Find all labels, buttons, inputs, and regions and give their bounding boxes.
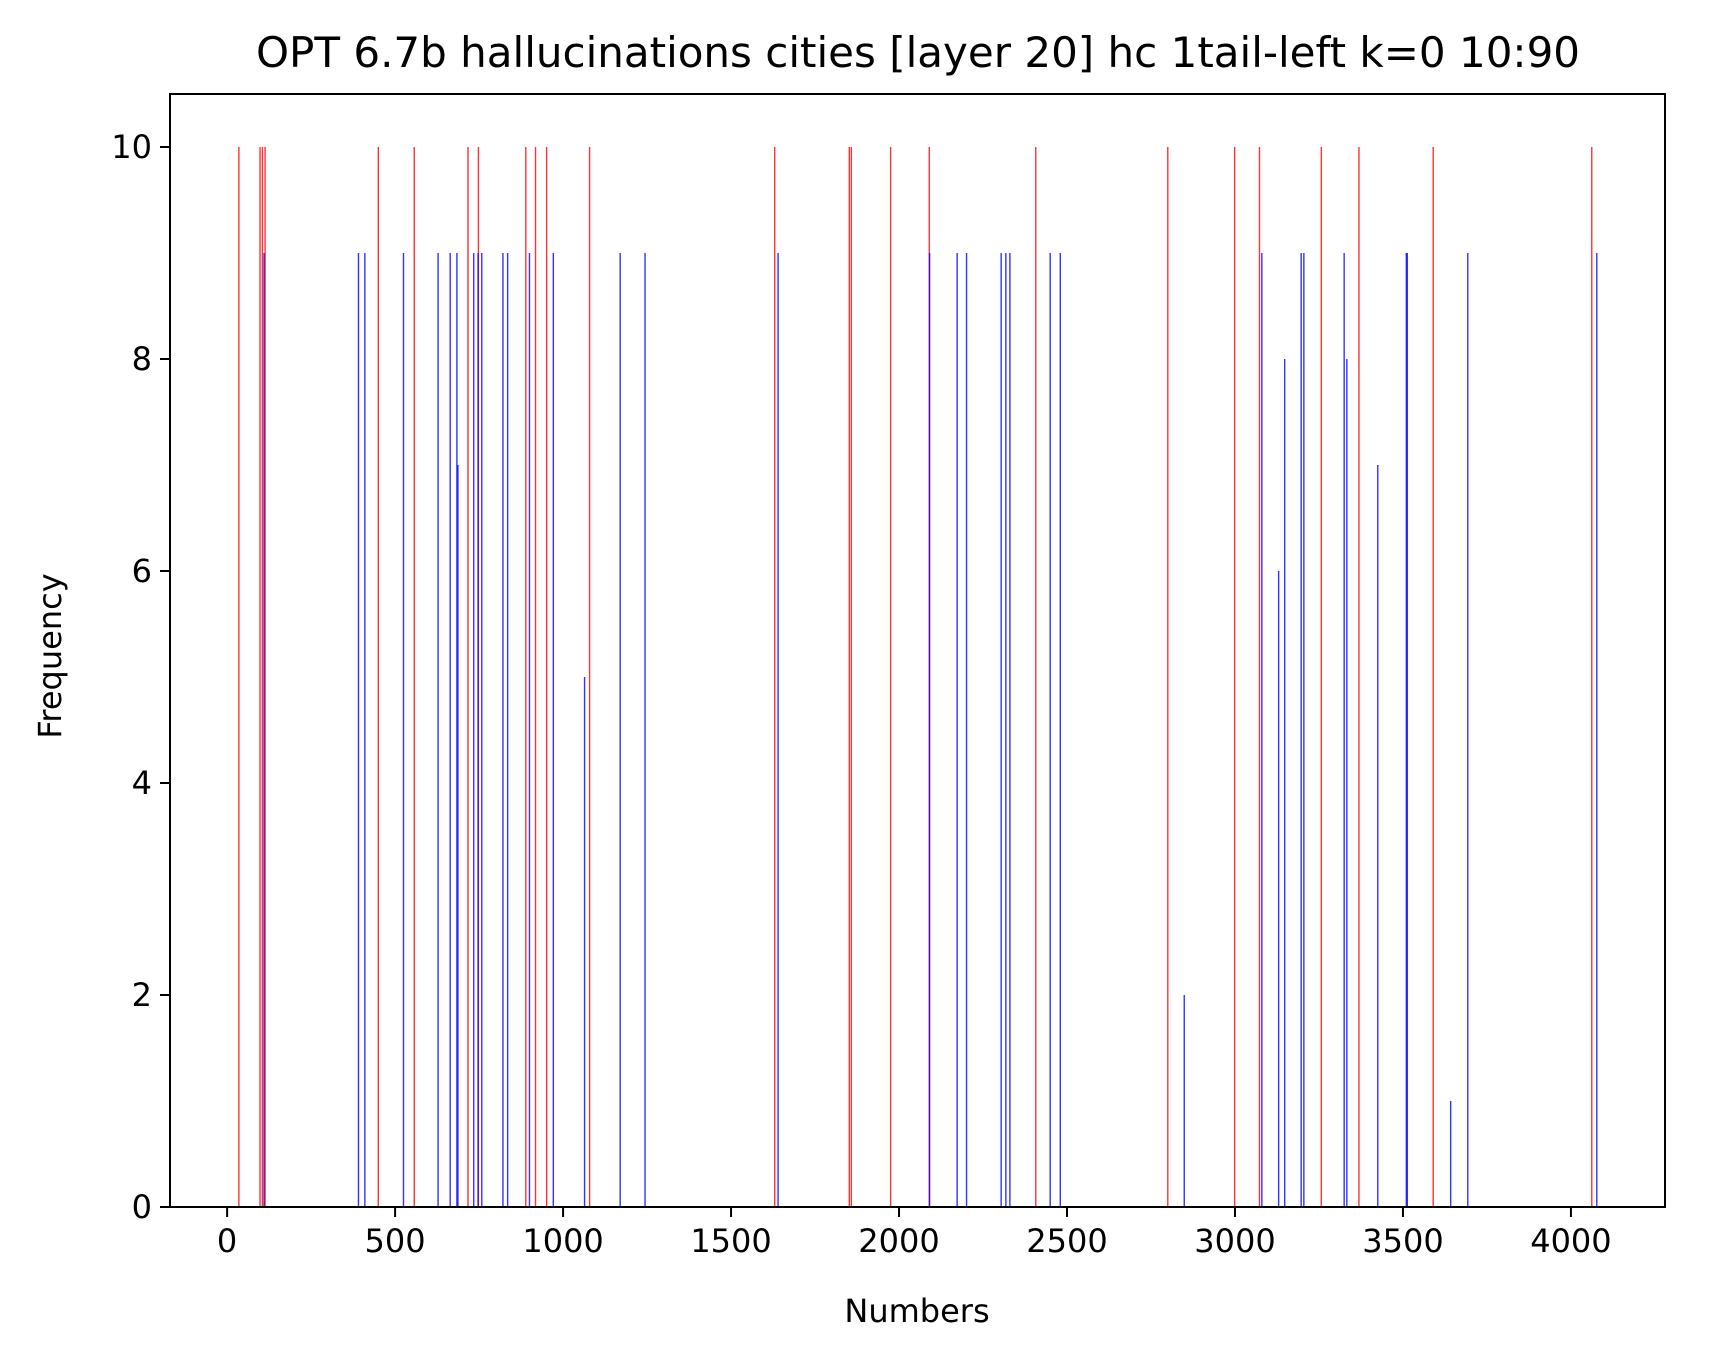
bar-series1-26	[1059, 253, 1061, 1207]
bar-series0-6	[467, 147, 469, 1207]
bar-series0-23	[1432, 147, 1434, 1207]
bar-series0-24	[1591, 147, 1593, 1207]
bar-series0-20	[1258, 147, 1261, 1207]
bar-series0-11	[588, 147, 591, 1207]
bar-series1-6	[456, 253, 458, 1207]
x-tick-label: 500	[365, 1222, 426, 1260]
bar-series1-10	[481, 253, 483, 1207]
bar-series1-35	[1405, 253, 1408, 1207]
bar-series1-3	[402, 253, 405, 1207]
bar-series1-14	[552, 253, 555, 1207]
bar-series1-15	[583, 677, 586, 1207]
bar-series0-13	[848, 147, 850, 1207]
bar-series1-24	[1009, 253, 1011, 1207]
x-tick-label: 0	[217, 1222, 237, 1260]
bar-series1-25	[1049, 253, 1051, 1207]
bar-series0-9	[534, 147, 537, 1207]
bar-series1-22	[1000, 253, 1002, 1207]
bar-series0-3	[264, 147, 266, 1207]
y-tick-label: 6	[132, 552, 152, 590]
bar-series0-12	[774, 147, 776, 1207]
bar-series1-13	[528, 253, 531, 1207]
bar-series0-22	[1358, 147, 1360, 1207]
bar-series0-10	[545, 147, 548, 1207]
bar-series1-2	[364, 253, 366, 1207]
bar-series1-37	[1449, 1101, 1452, 1207]
bar-series1-32	[1343, 253, 1345, 1207]
bar-series1-33	[1346, 359, 1348, 1207]
bar-series1-34	[1377, 465, 1379, 1207]
bar-series1-20	[956, 253, 958, 1207]
bar-series1-28	[1277, 571, 1280, 1207]
bar-series0-14	[850, 147, 853, 1207]
bar-series1-8	[473, 253, 475, 1207]
bar-series1-1	[357, 253, 360, 1207]
bar-series1-27	[1261, 253, 1263, 1207]
bar-series1-17	[644, 253, 646, 1207]
y-axis: 0 2 4 6 8 10	[111, 128, 170, 1226]
bar-series0-21	[1320, 147, 1323, 1207]
x-tick-label: 1500	[690, 1222, 771, 1260]
bar-series1-0	[263, 253, 265, 1207]
bars-layer	[238, 147, 1598, 1207]
bar-series1-12	[506, 253, 509, 1207]
bar-series0-5	[413, 147, 415, 1207]
x-tick-label: 2500	[1026, 1222, 1107, 1260]
bar-series0-4	[377, 147, 379, 1207]
x-tick-label: 3500	[1362, 1222, 1443, 1260]
bar-series0-17	[1035, 147, 1037, 1207]
bar-series0-1	[259, 147, 261, 1207]
bar-series0-15	[889, 147, 892, 1207]
y-tick-label: 4	[132, 764, 152, 802]
y-tick-label: 0	[132, 1188, 152, 1226]
bar-series1-29	[1284, 359, 1286, 1207]
y-tick-label: 10	[111, 128, 152, 166]
x-tick-label: 2000	[858, 1222, 939, 1260]
bar-series1-30	[1300, 253, 1302, 1207]
bar-series1-4	[437, 253, 439, 1207]
bar-series0-0	[238, 147, 240, 1207]
bar-series1-11	[502, 253, 504, 1207]
bar-series0-2	[261, 147, 264, 1207]
bar-series1-19	[928, 253, 931, 1207]
bar-series1-39	[1596, 253, 1598, 1207]
x-axis-title: Numbers	[844, 1292, 989, 1330]
bar-series1-16	[619, 253, 621, 1207]
y-tick-label: 2	[132, 976, 152, 1014]
bar-series0-8	[525, 147, 527, 1207]
bar-series1-18	[777, 253, 779, 1207]
y-axis-title: Frequency	[31, 573, 69, 738]
bar-series0-18	[1167, 147, 1169, 1207]
x-tick-label: 4000	[1530, 1222, 1611, 1260]
x-tick-label: 1000	[522, 1222, 603, 1260]
bar-series0-19	[1233, 147, 1236, 1207]
plot-frame	[169, 93, 1666, 1208]
y-tick-label: 8	[132, 340, 152, 378]
bar-series1-7	[457, 465, 459, 1207]
bar-series1-9	[477, 253, 479, 1207]
x-tick-label: 3000	[1194, 1222, 1275, 1260]
chart-title: OPT 6.7b hallucinations cities [layer 20…	[256, 28, 1580, 77]
bar-series1-36	[1406, 253, 1409, 1207]
bar-series2-0	[1183, 995, 1185, 1207]
bar-series1-5	[449, 253, 451, 1207]
bar-series1-38	[1467, 253, 1469, 1207]
bar-series1-31	[1303, 253, 1305, 1207]
bar-series1-21	[965, 253, 968, 1207]
x-axis: 0 500 1000 1500 2000 2500 3000 3500 4000	[217, 1207, 1612, 1260]
bar-series1-23	[1005, 253, 1007, 1207]
